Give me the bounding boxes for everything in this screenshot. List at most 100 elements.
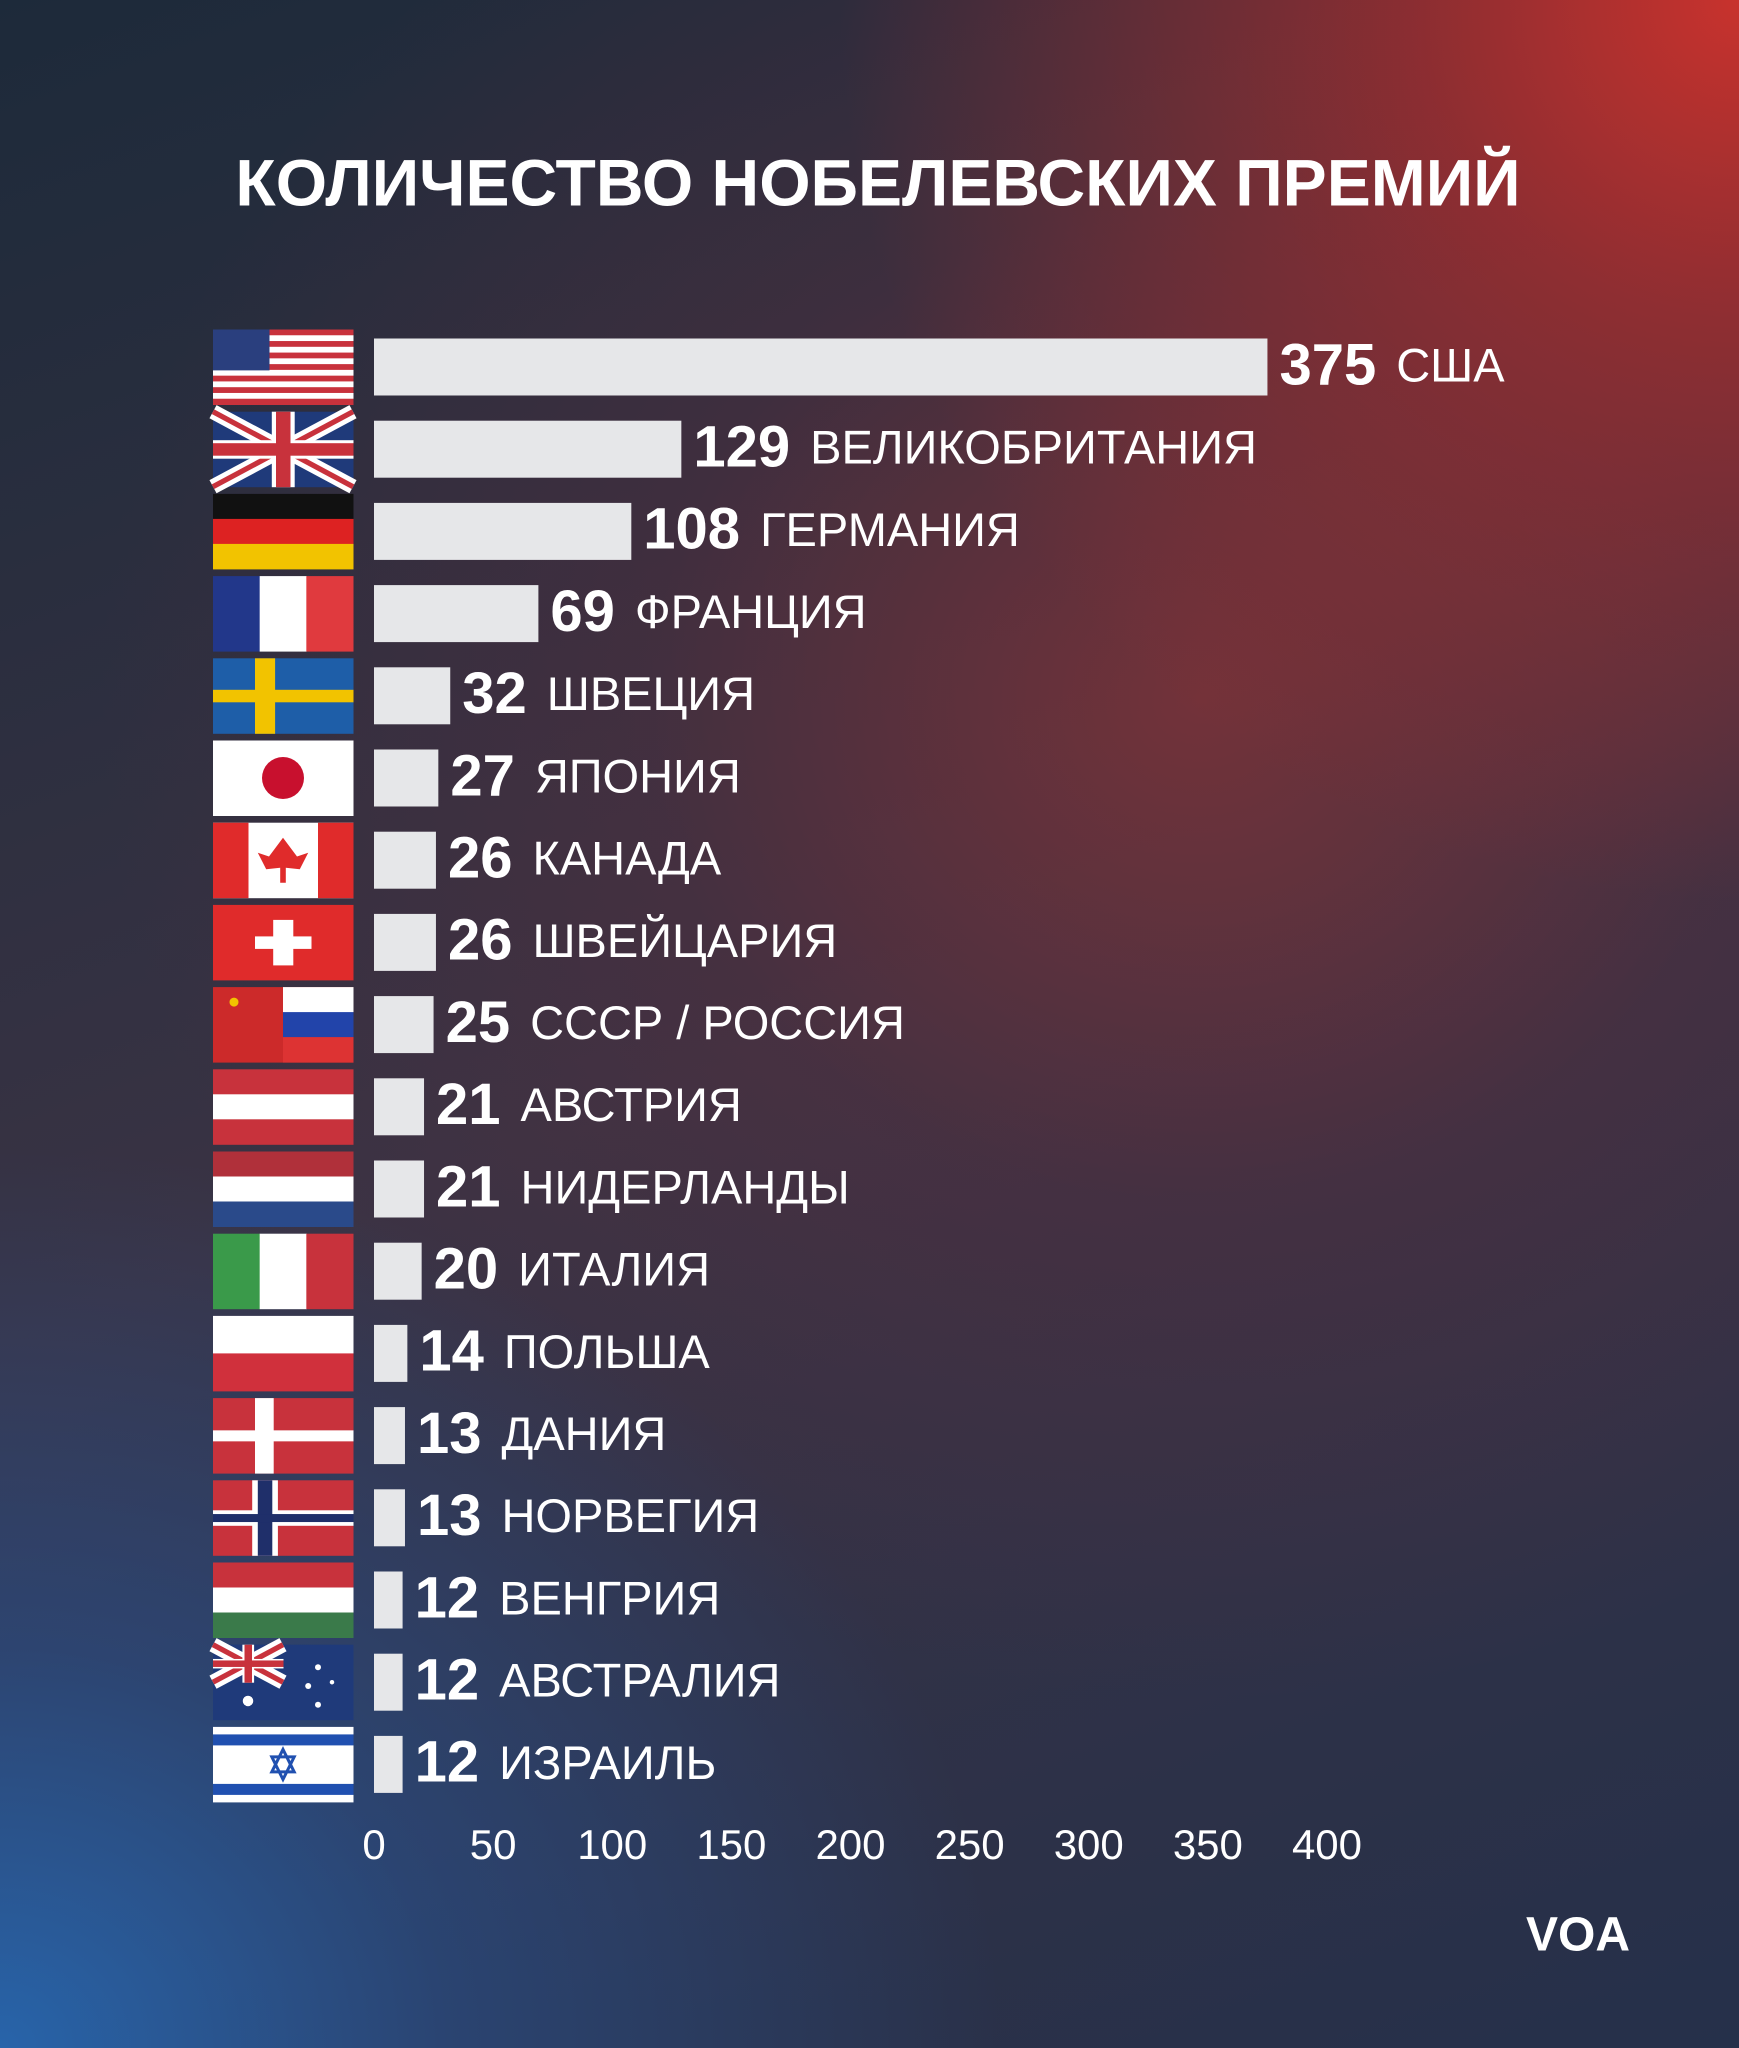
flag-part [213, 1201, 354, 1227]
x-tick-label: 400 [1292, 1821, 1362, 1868]
flag-part [213, 352, 354, 359]
flag-part [213, 329, 270, 371]
x-tick-label: 0 [362, 1821, 385, 1868]
bar [374, 913, 436, 971]
bar [374, 338, 1268, 396]
flag-part [318, 822, 354, 899]
value-label: 32 [462, 661, 527, 726]
bar [374, 1407, 405, 1465]
flag-part [229, 997, 239, 1007]
flag-part [213, 1612, 354, 1638]
flag-part [213, 543, 354, 570]
flag-part [306, 576, 354, 652]
x-tick-label: 150 [696, 1821, 766, 1868]
flag-part [283, 1037, 354, 1063]
category-label: АВСТРАЛИЯ [499, 1654, 780, 1707]
value-label: 69 [550, 579, 615, 644]
flag [209, 405, 357, 494]
bar [374, 996, 434, 1054]
flag-part [213, 576, 261, 652]
flag-part [283, 987, 354, 1013]
x-tick-label: 100 [577, 1821, 647, 1868]
flag [209, 1638, 354, 1721]
flag-part [213, 518, 354, 545]
flag [213, 1726, 354, 1803]
value-label: 21 [436, 1154, 501, 1219]
value-label: 12 [415, 1648, 480, 1713]
bar [374, 1653, 403, 1711]
flag [213, 904, 354, 981]
flag-part [213, 1734, 354, 1746]
bar [374, 1489, 405, 1547]
flag-part [213, 1660, 284, 1667]
category-label: ПОЛЬША [504, 1325, 711, 1378]
flag-part [213, 329, 354, 336]
flag-part [213, 387, 354, 394]
flag-part [269, 1755, 297, 1783]
flag-part [213, 1315, 354, 1354]
flag [213, 1315, 354, 1392]
flag-part [213, 341, 354, 348]
flag-part [213, 1353, 354, 1392]
flag [213, 658, 354, 734]
bar [374, 585, 539, 643]
x-tick-label: 350 [1173, 1821, 1243, 1868]
flag-part [213, 443, 354, 456]
category-label: НОРВЕГИЯ [501, 1489, 759, 1542]
bar [374, 1571, 403, 1629]
category-label: ИТАЛИЯ [518, 1243, 710, 1296]
bar [374, 749, 439, 807]
flag-part [213, 335, 354, 342]
value-label: 13 [417, 1483, 482, 1548]
flag-part [315, 1664, 321, 1671]
flag-part [213, 398, 354, 405]
flag-part [213, 358, 354, 365]
flag-part [213, 689, 354, 703]
flag-part [257, 837, 309, 883]
value-label: 25 [446, 990, 511, 1055]
bar [374, 502, 632, 560]
category-label: ШВЕЙЦАРИЯ [532, 914, 837, 967]
flag-part [213, 1514, 354, 1523]
x-tick-label: 300 [1054, 1821, 1124, 1868]
flag-part [213, 1430, 354, 1442]
flag-part [255, 936, 312, 949]
flag-part [213, 1587, 354, 1613]
value-label: 14 [419, 1319, 484, 1384]
value-label: 26 [448, 908, 513, 973]
flag-part [213, 822, 249, 899]
value-label: 13 [417, 1401, 482, 1466]
flag-part [213, 346, 354, 354]
category-label: ШВЕЦИЯ [547, 667, 755, 720]
value-label: 21 [436, 1072, 501, 1137]
flag [213, 1562, 354, 1638]
flag-part [213, 1176, 354, 1202]
flag-part [306, 1233, 354, 1310]
flag-part [329, 1679, 335, 1685]
bar [374, 420, 682, 478]
category-label: СССР / РОССИЯ [530, 996, 905, 1049]
flag-part [213, 1069, 354, 1095]
flag-part [213, 364, 354, 371]
flag-part [213, 1119, 354, 1145]
flag [213, 493, 354, 570]
flag-part [213, 375, 354, 382]
flag-part [315, 1701, 321, 1708]
x-tick-label: 50 [470, 1821, 517, 1868]
category-label: ВЕЛИКОБРИТАНИЯ [810, 421, 1257, 474]
chart-title: КОЛИЧЕСТВО НОБЕЛЕВСКИХ ПРЕМИЙ [235, 144, 1520, 219]
category-label: КАНАДА [532, 832, 721, 885]
category-label: ДАНИЯ [501, 1407, 666, 1460]
flag [213, 576, 354, 652]
flag [213, 1151, 354, 1227]
value-label: 129 [693, 415, 790, 480]
flag [213, 740, 354, 816]
flag-part [262, 757, 304, 799]
flag [213, 1480, 354, 1556]
x-tick-label: 250 [935, 1821, 1005, 1868]
bar [374, 1735, 403, 1793]
flag-part [213, 1233, 261, 1310]
x-tick-label: 200 [815, 1821, 885, 1868]
flag-part [305, 1682, 312, 1689]
